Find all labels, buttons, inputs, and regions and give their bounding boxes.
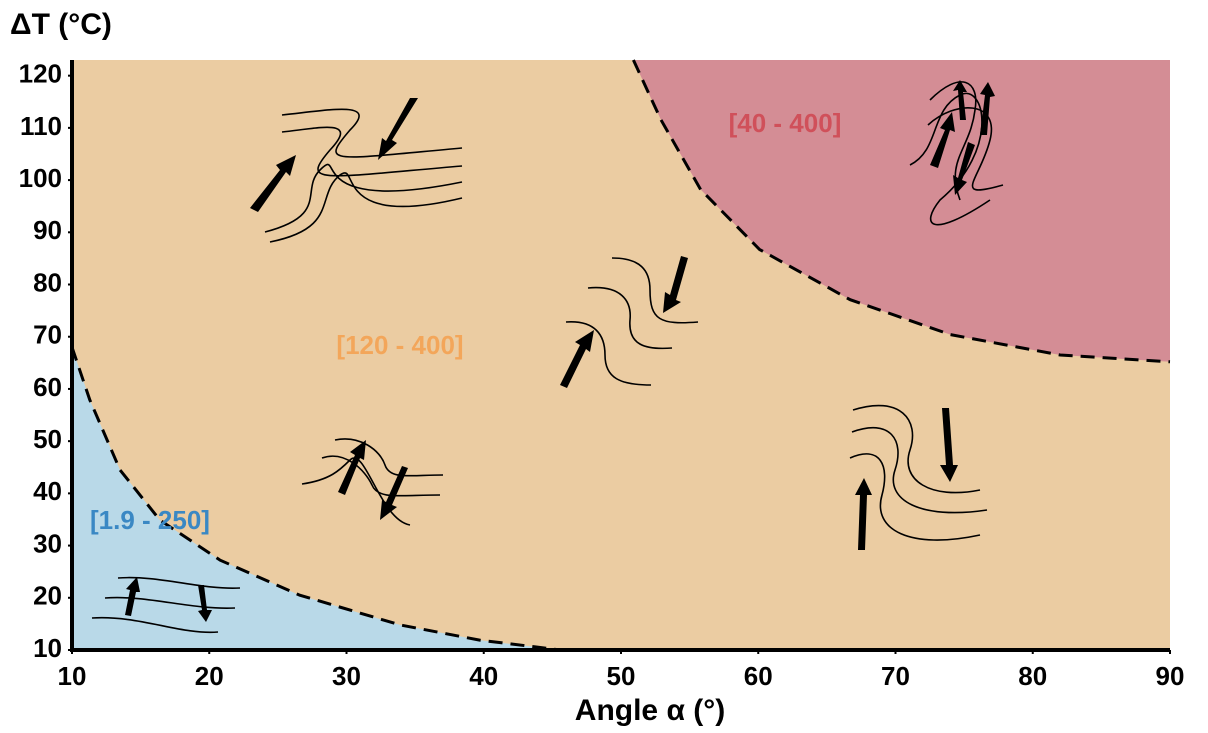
x-tick-label: 70 [881, 661, 910, 691]
y-tick-label: 40 [33, 476, 62, 506]
y-axis-title: ΔT (°C) [10, 8, 112, 41]
region-label: [40 - 400] [729, 108, 842, 138]
x-tick-label: 40 [469, 661, 498, 691]
region-fill [72, 347, 561, 650]
y-tick-label: 90 [33, 215, 62, 245]
y-tick-label: 30 [33, 528, 62, 558]
region-boundary [632, 59, 1171, 364]
y-tick-label: 20 [33, 581, 62, 611]
y-tick-label: 120 [19, 59, 62, 89]
y-tick-label: 70 [33, 320, 62, 350]
x-tick-label: 60 [744, 661, 773, 691]
x-tick-label: 80 [1018, 661, 1047, 691]
y-tick-label: 10 [33, 633, 62, 663]
x-tick-label: 90 [1156, 661, 1185, 691]
y-tick-label: 100 [19, 163, 62, 193]
x-tick-label: 50 [607, 661, 636, 691]
region-boundary [70, 346, 561, 652]
x-tick-label: 20 [195, 661, 224, 691]
y-tick-label: 50 [33, 424, 62, 454]
y-tick-label: 60 [33, 372, 62, 402]
region-label: [120 - 400] [336, 330, 463, 360]
y-tick-label: 110 [20, 111, 62, 141]
region-label: [1.9 - 250] [90, 505, 210, 535]
flow-icons [91, 80, 1004, 634]
x-tick-label: 10 [58, 661, 87, 691]
x-axis-title: Angle α (°) [575, 694, 725, 727]
y-tick-label: 80 [33, 267, 62, 297]
x-tick-label: 30 [332, 661, 361, 691]
region-fill [633, 60, 1170, 362]
